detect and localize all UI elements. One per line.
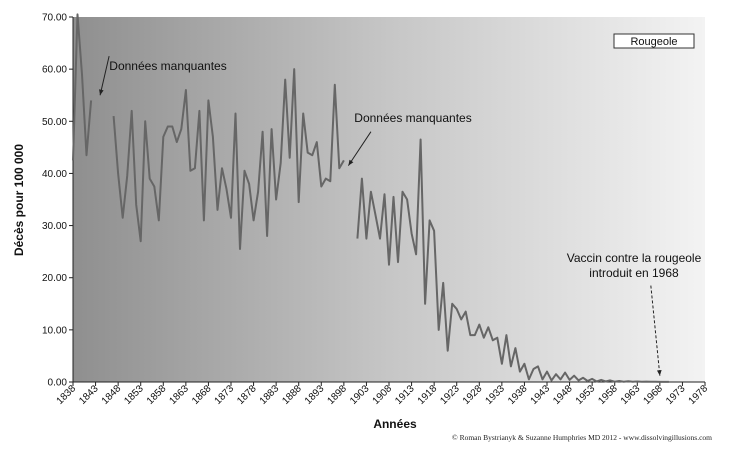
x-axis-ticks: 1838 1843 1848 1853 1858 1863 1868 1873 1878 1883… — [55, 382, 711, 407]
x-tick-label: 1943 — [529, 383, 553, 407]
y-tick-label: 10.00 — [42, 325, 67, 336]
annotation-arrow — [650, 285, 661, 376]
annotations: Données manquantes Données manquantes Vacc… — [99, 55, 702, 376]
y-tick-label: 70.00 — [42, 13, 67, 24]
y-tick-label: 30.00 — [42, 221, 67, 232]
x-tick-label: 1948 — [551, 383, 575, 407]
x-tick-label: 1878 — [235, 383, 259, 407]
x-tick-label: 1953 — [574, 383, 598, 407]
y-tick-label: 0.00 — [48, 378, 68, 389]
y-tick-label: 20.00 — [42, 273, 67, 284]
legend-label: Rougeole — [630, 36, 677, 48]
x-tick-label: 1873 — [213, 383, 237, 407]
y-axis-ticks: 0.00 10.00 20.00 30.00 40.00 50.00 60.00 70.00 — [42, 13, 73, 389]
x-tick-label: 1978 — [687, 383, 711, 407]
x-tick-label: 1928 — [461, 383, 485, 407]
annotation-text: Données manquantes — [354, 111, 471, 125]
annotation-arrow — [99, 55, 110, 96]
x-tick-label: 1893 — [303, 383, 327, 407]
series-line-segment — [112, 68, 345, 250]
x-tick-label: 1913 — [393, 383, 417, 407]
y-tick-label: 50.00 — [42, 117, 67, 128]
annotation-text: introduit en 1968 — [589, 266, 679, 280]
y-tick-label: 40.00 — [42, 169, 67, 180]
x-tick-label: 1968 — [641, 383, 665, 407]
annotation-arrowhead — [348, 159, 354, 166]
x-tick-label: 1898 — [325, 383, 349, 407]
credit-text: © Roman Bystrianyk & Suzanne Humphries M… — [452, 433, 712, 442]
x-tick-label: 1863 — [167, 383, 191, 407]
x-tick-label: 1973 — [664, 383, 688, 407]
annotation-text: Vaccin contre la rougeole — [567, 251, 702, 265]
y-tick-label: 60.00 — [42, 65, 67, 76]
x-tick-label: 1963 — [619, 383, 643, 407]
legend-box — [613, 33, 695, 49]
annotation-arrowhead — [99, 89, 104, 96]
x-tick-label: 1853 — [122, 383, 146, 407]
x-tick-label: 1918 — [416, 383, 440, 407]
annotation-arrow — [347, 131, 372, 166]
x-tick-label: 1933 — [483, 383, 507, 407]
x-tick-label: 1938 — [506, 383, 530, 407]
x-tick-label: 1883 — [258, 383, 282, 407]
x-tick-label: 1868 — [190, 383, 214, 407]
series-line-segment — [356, 138, 669, 383]
y-axis-title: Décès pour 100 000 — [12, 144, 26, 256]
series-layer — [72, 13, 669, 383]
x-tick-label: 1958 — [596, 383, 620, 407]
series-line-segment — [72, 13, 93, 161]
x-tick-label: 1888 — [280, 383, 304, 407]
annotation-text: Données manquantes — [109, 59, 226, 73]
plot-area — [73, 17, 705, 382]
x-axis-title: Années — [373, 417, 417, 431]
x-tick-label: 1848 — [100, 383, 124, 407]
x-tick-label: 1858 — [145, 383, 169, 407]
x-tick-label: 1908 — [371, 383, 395, 407]
legend: Rougeole — [613, 33, 695, 49]
x-tick-label: 1843 — [77, 383, 101, 407]
x-tick-label: 1903 — [348, 383, 372, 407]
annotation-arrowhead — [656, 370, 662, 376]
x-tick-label: 1923 — [438, 383, 462, 407]
